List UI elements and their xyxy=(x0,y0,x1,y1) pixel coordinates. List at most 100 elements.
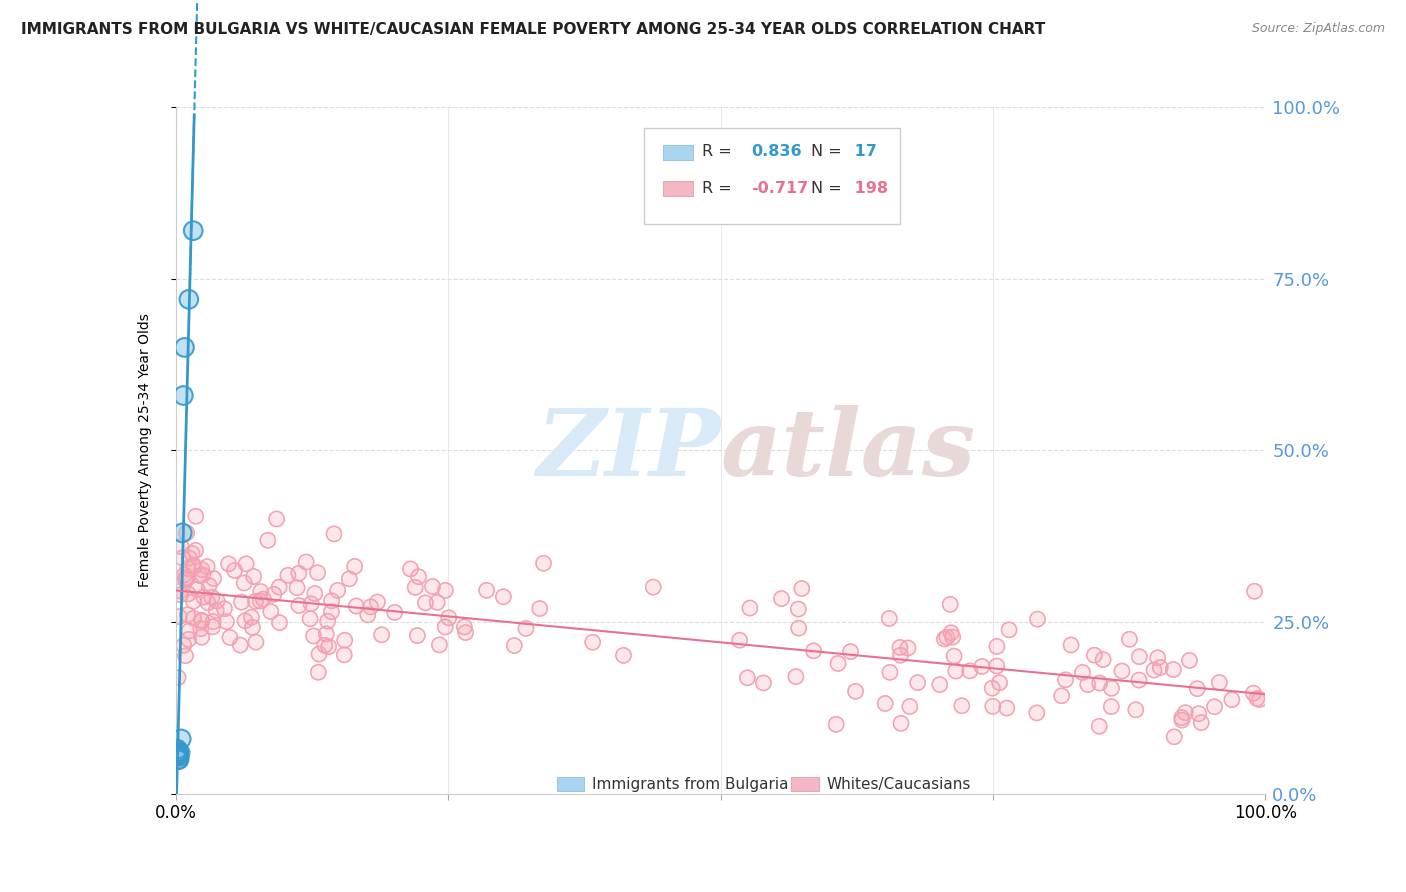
Point xyxy=(945,664,967,678)
Point xyxy=(183,611,205,625)
FancyBboxPatch shape xyxy=(644,128,900,224)
Point xyxy=(201,620,224,634)
Point xyxy=(307,665,329,680)
Point xyxy=(166,747,188,761)
Point xyxy=(434,583,457,598)
Point xyxy=(183,558,205,573)
Point xyxy=(174,571,197,585)
Point xyxy=(190,622,212,636)
Point xyxy=(165,749,187,764)
Point xyxy=(343,559,366,574)
Point xyxy=(877,611,900,625)
Point xyxy=(288,566,311,581)
Point xyxy=(1125,703,1147,717)
Point xyxy=(337,572,360,586)
Point xyxy=(1163,663,1185,677)
Point xyxy=(998,623,1021,637)
Point xyxy=(1163,730,1185,744)
Point xyxy=(173,340,195,354)
Point xyxy=(1220,692,1243,706)
Point xyxy=(177,293,200,307)
Point xyxy=(370,628,392,642)
Point xyxy=(285,581,308,595)
Point xyxy=(191,563,214,577)
Point xyxy=(172,388,194,402)
Point xyxy=(174,571,197,585)
Point xyxy=(1128,673,1150,687)
Point xyxy=(1118,632,1140,647)
Point xyxy=(357,607,380,622)
Point xyxy=(288,599,311,613)
Point xyxy=(399,562,422,576)
Point xyxy=(503,639,526,653)
Point xyxy=(235,557,257,571)
Point xyxy=(785,670,807,684)
Point xyxy=(304,586,326,600)
Point xyxy=(1071,665,1094,680)
Point xyxy=(307,665,329,680)
Point xyxy=(434,620,457,634)
Point xyxy=(173,568,195,582)
Point xyxy=(249,594,271,608)
Point xyxy=(167,753,190,767)
Point xyxy=(179,551,201,566)
Point xyxy=(333,633,356,648)
Point xyxy=(1243,584,1265,599)
Point xyxy=(399,562,422,576)
Point xyxy=(877,611,900,625)
Point xyxy=(173,638,195,652)
Point xyxy=(939,625,962,640)
Point xyxy=(875,697,897,711)
Point xyxy=(1171,711,1194,725)
Point xyxy=(515,622,537,636)
Point xyxy=(169,588,191,602)
Point xyxy=(307,566,329,580)
Point xyxy=(323,527,346,541)
Point xyxy=(1204,699,1226,714)
Point xyxy=(875,697,897,711)
Point xyxy=(907,675,929,690)
Point xyxy=(167,671,190,685)
Point xyxy=(233,576,256,591)
Point xyxy=(889,640,911,655)
Point xyxy=(242,569,264,583)
Point xyxy=(172,550,194,565)
Point xyxy=(307,566,329,580)
Point xyxy=(266,512,288,526)
Point xyxy=(1125,703,1147,717)
Point xyxy=(190,613,212,627)
Point xyxy=(177,561,200,575)
Point xyxy=(981,699,1004,714)
Point xyxy=(190,613,212,627)
Point xyxy=(492,590,515,604)
Point xyxy=(181,224,204,238)
Point xyxy=(492,590,515,604)
Point xyxy=(1241,686,1264,700)
Point xyxy=(191,614,214,628)
Point xyxy=(790,582,813,596)
Point xyxy=(249,594,271,608)
Point xyxy=(384,606,406,620)
Point xyxy=(302,629,325,643)
Point xyxy=(277,568,299,582)
Point xyxy=(304,586,326,600)
Point xyxy=(1187,681,1209,696)
Point xyxy=(191,568,214,582)
Text: N =: N = xyxy=(811,145,842,159)
Point xyxy=(889,648,911,663)
Point xyxy=(643,580,665,594)
FancyBboxPatch shape xyxy=(662,145,693,160)
Point xyxy=(533,556,555,570)
Point xyxy=(1163,730,1185,744)
Point xyxy=(167,746,190,760)
Point xyxy=(260,605,283,619)
Point xyxy=(344,599,367,613)
Point xyxy=(314,638,336,652)
Point xyxy=(453,620,475,634)
Point xyxy=(263,587,285,601)
Point xyxy=(1171,713,1194,727)
Point xyxy=(188,568,211,582)
Point xyxy=(173,638,195,652)
Point xyxy=(1188,706,1211,721)
Point xyxy=(299,597,322,611)
